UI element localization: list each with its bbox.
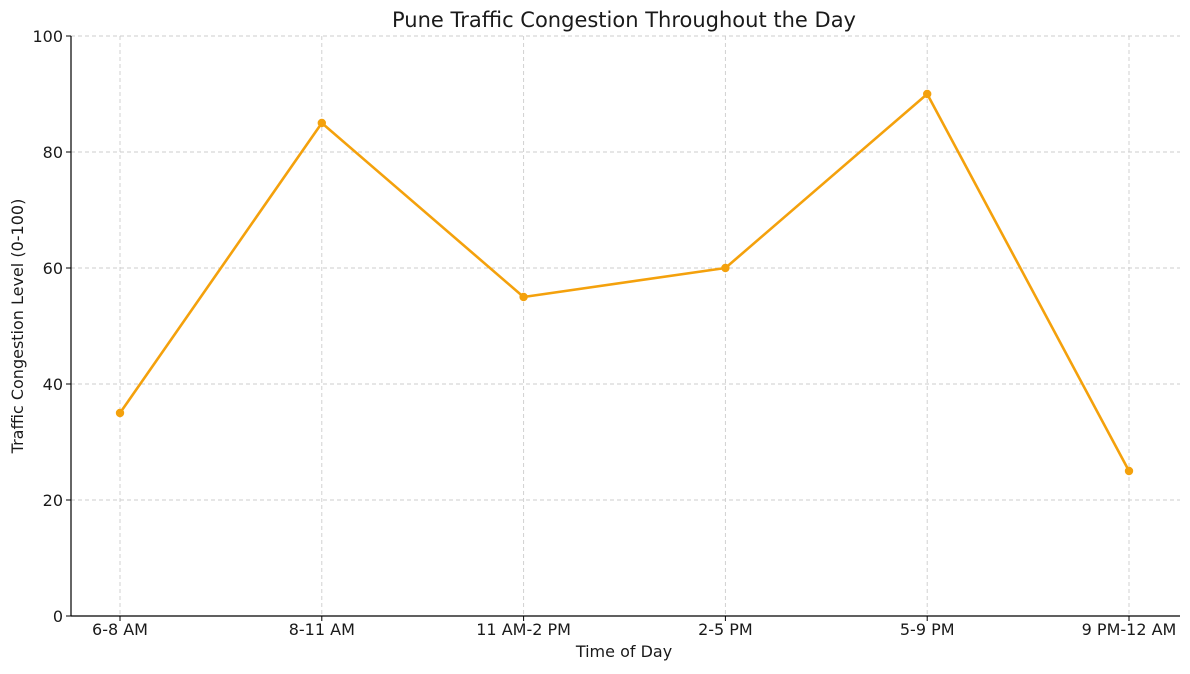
y-tick-label: 80 <box>43 143 63 162</box>
data-point <box>519 292 528 302</box>
x-tick-label: 2-5 PM <box>698 620 753 639</box>
y-axis-title: Traffic Congestion Level (0-100) <box>8 199 27 455</box>
axes <box>70 36 1180 617</box>
x-tick-label: 8-11 AM <box>289 620 355 639</box>
data-point <box>317 118 326 128</box>
y-tick-label: 0 <box>53 607 63 626</box>
y-axis-ticks: 0 20 40 60 80 100 <box>32 27 71 626</box>
y-tick-label: 60 <box>43 259 63 278</box>
x-tick-label: 11 AM-2 PM <box>476 620 571 639</box>
grid <box>71 35 1180 617</box>
data-point <box>1124 466 1134 476</box>
series-line <box>118 92 1131 473</box>
x-tick-label: 5-9 PM <box>900 620 955 639</box>
data-point <box>115 408 125 418</box>
y-tick-label: 100 <box>32 27 63 46</box>
x-tick-label: 9 PM-12 AM <box>1082 620 1177 639</box>
data-point <box>721 263 730 273</box>
y-tick-label: 20 <box>43 491 63 510</box>
y-tick-label: 40 <box>43 375 63 394</box>
data-point <box>923 89 932 99</box>
chart-title: Pune Traffic Congestion Throughout the D… <box>392 8 856 32</box>
x-axis-ticks: 6-8 AM 8-11 AM 11 AM-2 PM 2-5 PM 5-9 PM 9 PM-… <box>92 616 1176 639</box>
series <box>115 89 1134 476</box>
x-axis-title: Time of Day <box>575 642 672 661</box>
x-tick-label: 6-8 AM <box>92 620 148 639</box>
